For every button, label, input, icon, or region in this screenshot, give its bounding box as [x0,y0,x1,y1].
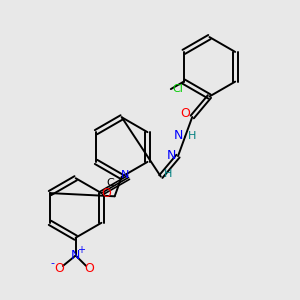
Text: H: H [164,169,172,178]
Text: C: C [106,178,114,188]
Text: N: N [174,129,183,142]
Text: N: N [167,149,176,162]
Text: +: + [77,245,85,255]
Text: O: O [84,262,94,275]
Text: N: N [121,169,130,179]
Text: N: N [71,249,80,262]
Text: H: H [188,131,196,141]
Text: Cl: Cl [173,84,184,94]
Text: -: - [51,259,55,269]
Text: O: O [54,262,64,275]
Text: O: O [101,188,111,200]
Text: O: O [180,107,190,120]
